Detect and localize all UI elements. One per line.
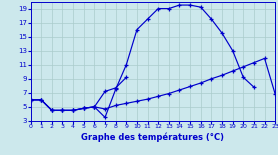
X-axis label: Graphe des températures (°C): Graphe des températures (°C) <box>81 132 224 142</box>
